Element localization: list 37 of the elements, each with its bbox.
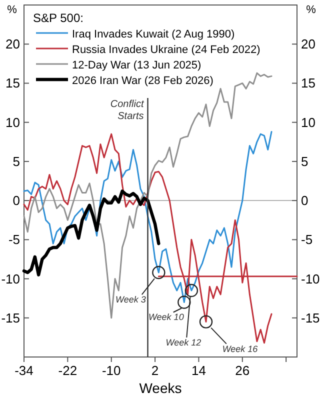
annotation: Week 12 [166, 338, 202, 348]
y-tick-label: 15 [6, 76, 20, 91]
y2-tick-label: 20 [301, 36, 316, 52]
y2-tick-label: 10 [301, 114, 316, 130]
legend-label: 2026 Iran War (28 Feb 2026) [72, 75, 214, 87]
annotation: Week 10 [148, 312, 184, 322]
y-tick-label: -5 [8, 232, 20, 248]
y2-tick-label: -10 [301, 271, 320, 286]
legend-label: Russia Invades Ukraine (24 Feb 2022) [72, 44, 260, 56]
y2-tick-label: -15 [301, 310, 320, 326]
line-series [23, 72, 272, 319]
y-tick-label: -15 [1, 310, 20, 326]
x-tick-label: 14 [191, 363, 206, 378]
x-tick-label: 26 [235, 363, 250, 378]
y2-tick-label: 15 [301, 76, 316, 91]
y2-tick-label: 5 [301, 154, 308, 169]
x-tick-label: 2 [151, 363, 159, 378]
ref-line-label: Conflict Starts [110, 99, 145, 122]
y-tick-label: 5 [12, 154, 20, 169]
annotation: Week 3 [116, 294, 146, 305]
y-tick-label: 0 [12, 193, 20, 208]
y-tick-label: 20 [6, 36, 20, 52]
annotation: Week 16 [222, 344, 258, 354]
y2-tick-label: 0 [301, 193, 308, 208]
legend-title: S&P 500: [33, 11, 84, 25]
x-tick-label: -22 [58, 363, 78, 378]
x-tick-label: -10 [102, 363, 121, 378]
x-axis-title: Weeks [139, 380, 182, 396]
line-series [22, 190, 160, 276]
y-axis-title: % [7, 4, 18, 16]
legend-label: Iraq Invades Kuwait (2 Aug 1990) [72, 28, 235, 40]
y-tick-label: 10 [6, 114, 20, 130]
y-tick-label: -10 [1, 271, 20, 286]
y2-axis-title: % [306, 4, 316, 16]
y2-tick-label: -5 [301, 232, 313, 248]
x-tick-label: -34 [14, 363, 34, 378]
legend-label: 12-Day War (13 Jun 2025) [72, 60, 202, 72]
